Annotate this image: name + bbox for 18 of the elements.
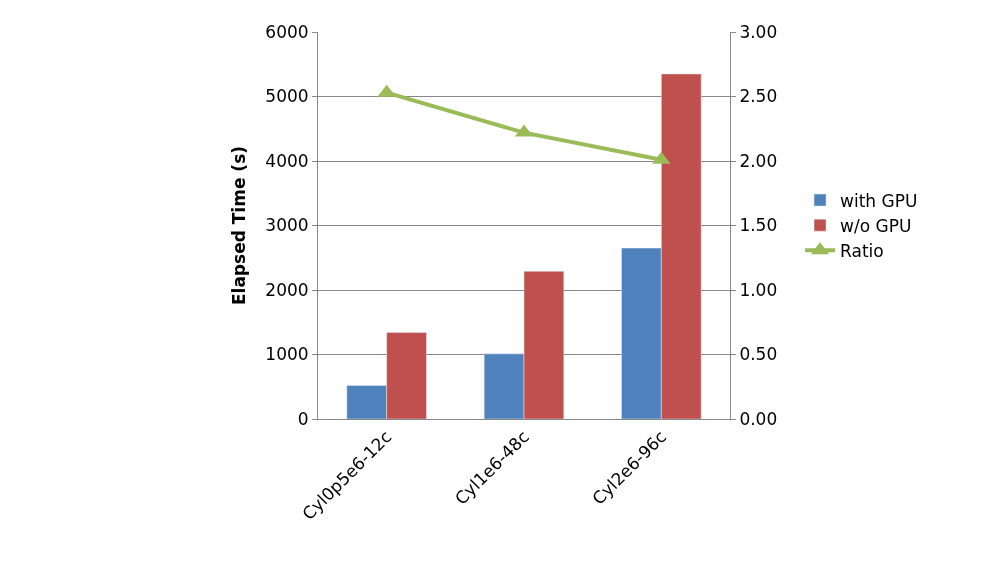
y-tick-label: 3000 <box>265 215 309 236</box>
y2-tick-label: 0.50 <box>739 344 778 365</box>
legend-label: Ratio <box>840 240 884 261</box>
y2-tick-label: 2.00 <box>739 150 778 171</box>
y-tick-label: 6000 <box>265 21 309 42</box>
y2-tick-label: 2.50 <box>739 86 778 107</box>
y-tick-label: 0 <box>297 408 309 429</box>
y-tick-label: 5000 <box>265 86 309 107</box>
legend-label: w/o GPU <box>840 215 912 236</box>
y-axis-title: Elapsed Time (s) <box>228 145 249 306</box>
y2-tick-label: 0.00 <box>739 408 778 429</box>
y-tick-label: 4000 <box>265 150 309 171</box>
y-tick-label: 1000 <box>265 344 309 365</box>
y2-tick-label: 3.00 <box>739 21 778 42</box>
legend-label: with GPU <box>840 190 918 211</box>
y2-tick-label: 1.50 <box>739 215 778 236</box>
y-tick-label: 2000 <box>265 279 309 300</box>
y2-tick-label: 1.00 <box>739 279 778 300</box>
